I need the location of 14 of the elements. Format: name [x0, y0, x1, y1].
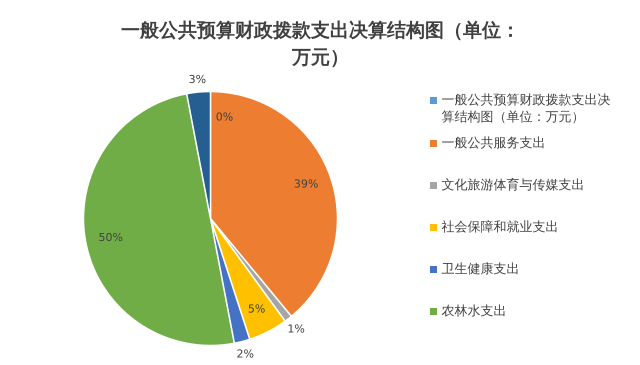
data-label: 50% — [98, 231, 123, 244]
legend-label: 卫生健康支出 — [442, 262, 520, 277]
legend-label: 文化旅游体育与传媒支出 — [442, 177, 584, 193]
data-label: 1% — [287, 322, 305, 336]
data-label: 2% — [236, 347, 254, 360]
legend-label: 一般公共服务支出 — [442, 136, 546, 151]
legend-label: 一般公共预算财政拨款支出决算结构图（单位：万元） — [442, 93, 610, 125]
data-label: 39% — [294, 178, 318, 191]
legend-label: 农林水支出 — [442, 304, 506, 319]
chart-title: 一般公共预算财政拨款支出决算结构图（单位：万元） — [121, 20, 520, 68]
text: 0% — [216, 110, 234, 124]
legend-label: 社会保障和就业支出 — [442, 220, 558, 235]
data-label: 5% — [248, 302, 266, 316]
data-label: 3% — [188, 72, 206, 86]
